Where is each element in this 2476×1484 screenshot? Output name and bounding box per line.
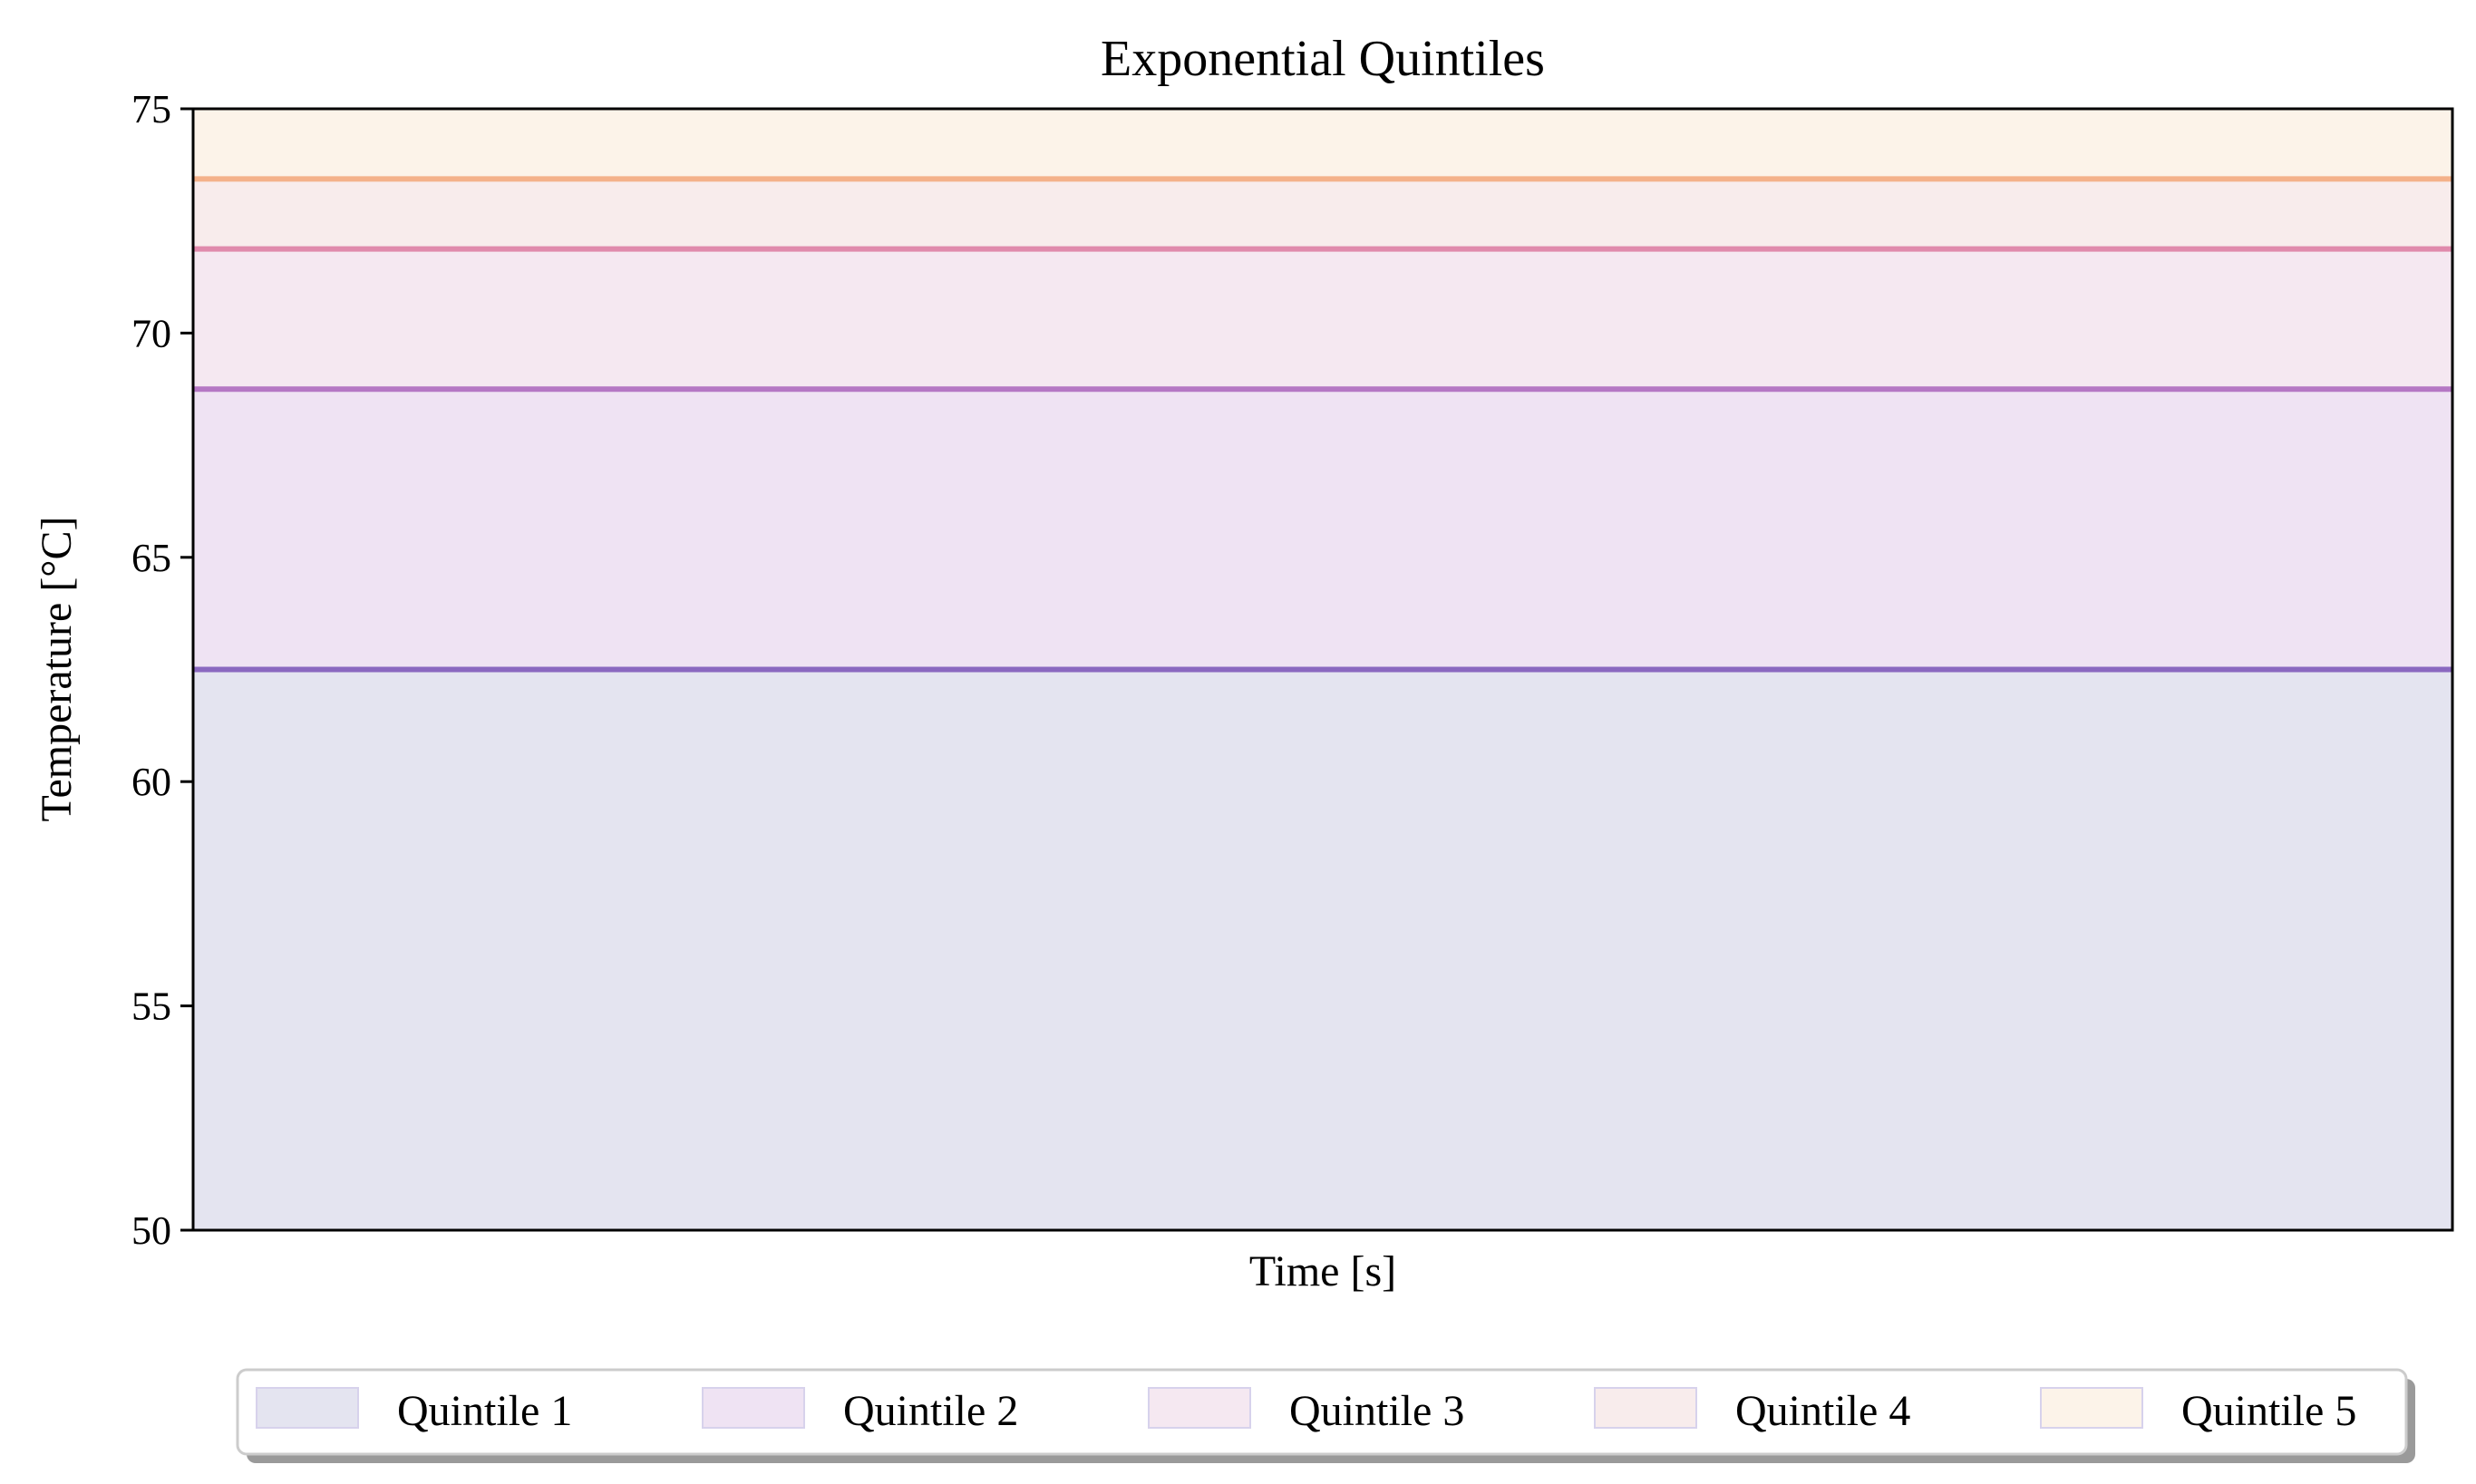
plot-area	[193, 109, 2452, 1230]
legend-label: Quintile 4	[1735, 1387, 1910, 1435]
legend-item-quintile-4: Quintile 4	[1594, 1387, 1910, 1435]
y-tick-label: 75	[131, 87, 171, 131]
legend-item-quintile-3: Quintile 3	[1148, 1387, 1464, 1435]
legend-item-quintile-1: Quintile 1	[256, 1387, 572, 1435]
legend-swatch	[2040, 1387, 2143, 1429]
quintile-2-band	[193, 389, 2452, 670]
x-axis-label: Time [s]	[1249, 1247, 1396, 1295]
legend-label: Quintile 3	[1289, 1387, 1464, 1435]
legend-label: Quintile 1	[397, 1387, 572, 1435]
legend-swatch	[702, 1387, 805, 1429]
quintile-1-band	[193, 669, 2452, 1230]
legend-label: Quintile 2	[843, 1387, 1018, 1435]
legend-label: Quintile 5	[2181, 1387, 2356, 1435]
quintile-4-band	[193, 179, 2452, 249]
plot-frame	[191, 107, 2454, 1232]
quintile-5-band	[193, 109, 2452, 179]
legend: Quintile 1 Quintile 2 Quintile 3 Quintile 4…	[236, 1368, 2415, 1463]
chart-title: Exponential Quintiles	[1101, 31, 1545, 87]
y-tick-label: 50	[131, 1208, 171, 1253]
y-tick-label: 55	[131, 984, 171, 1029]
y-tick-label: 60	[131, 760, 171, 804]
y-tick-label: 70	[131, 311, 171, 355]
legend-swatch	[256, 1387, 359, 1429]
legend-item-quintile-5: Quintile 5	[2040, 1387, 2356, 1435]
quintile-boundary-lines	[193, 176, 2452, 673]
y-axis-label: Temperature [°C]	[33, 516, 81, 821]
y-axis: 50 55 60 65 70 75	[131, 87, 193, 1253]
quintile-3-band	[193, 248, 2452, 390]
legend-swatch	[1148, 1387, 1251, 1429]
legend-item-quintile-2: Quintile 2	[702, 1387, 1018, 1435]
legend-swatch	[1594, 1387, 1697, 1429]
y-tick-label: 65	[131, 536, 171, 580]
